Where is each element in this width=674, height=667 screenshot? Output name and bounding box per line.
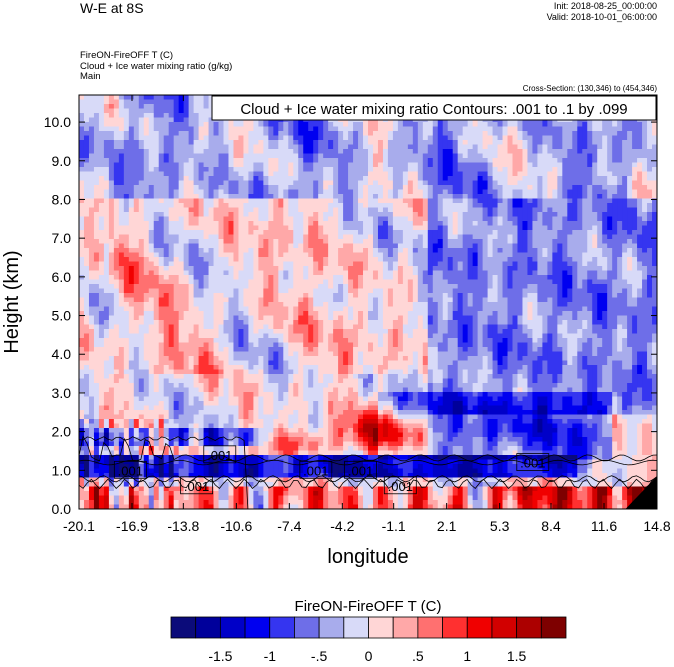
field-description: FireON-FireOFF T (C) Cloud + Ice water m… <box>80 50 233 83</box>
colorbar-swatch <box>392 616 419 639</box>
cloud-contour-line <box>79 475 657 483</box>
timestamps: Init: 2018-08-25_00:00:00 Valid: 2018-10… <box>547 1 657 23</box>
x-tick-label: 5.3 <box>490 518 510 534</box>
field-cloud: Cloud + Ice water mixing ratio (g/kg) <box>80 60 233 72</box>
x-tick-label: -20.1 <box>63 518 95 534</box>
y-tick-label: 6.0 <box>52 269 72 285</box>
colorbar-label: -1 <box>264 648 277 664</box>
contour-label: .001 <box>516 453 550 471</box>
x-tick-label: 14.8 <box>643 518 670 534</box>
y-axis-label: Height (km) <box>1 250 23 353</box>
terrain <box>625 476 657 509</box>
x-tick-label: 11.6 <box>591 518 617 534</box>
contour-label: .001 <box>383 476 417 495</box>
y-tick-label: 7.0 <box>52 230 72 246</box>
cloud-contours: .001 .001 .001 .001 .001 .001 .001 <box>79 435 657 509</box>
colorbar-swatch <box>466 616 493 639</box>
contour-label: .001 <box>180 476 213 495</box>
colorbar-swatch <box>417 616 443 639</box>
x-tick-label: -4.2 <box>330 518 354 534</box>
cross-section-label: Cross-Section: (130,346) to (454,346) <box>522 84 657 93</box>
x-tick-label: -13.8 <box>167 518 199 534</box>
contour-label: .001 <box>203 445 237 464</box>
colorbar-swatch <box>368 616 394 639</box>
colorbar: -1.5 -1 -.5 0 .5 1 1.5 <box>170 616 567 664</box>
colorbar-label: 1.5 <box>507 648 527 664</box>
contour-info-box: Cloud + Ice water mixing ratio Contours:… <box>211 95 657 121</box>
chart-title: W-E at 8S <box>80 0 144 16</box>
colorbar-title: FireON-FireOFF T (C) <box>295 598 442 615</box>
axes: -20.1 -16.9 -13.8 -10.6 -7.4 -4.2 -1.1 2.1 5.3 8.… <box>44 95 671 534</box>
colorbar-swatch <box>244 616 271 639</box>
colorbar-swatch <box>318 616 345 639</box>
y-tick-label: 0.0 <box>52 501 72 517</box>
x-tick-label: -7.4 <box>277 518 301 534</box>
colorbar-swatch <box>294 616 320 639</box>
y-tick-label: 9.0 <box>52 153 72 169</box>
field-temp: FireON-FireOFF T (C) <box>80 50 174 61</box>
y-tick-label: 8.0 <box>52 191 72 207</box>
init-time: Init: 2018-08-25_00:00:00 <box>553 1 657 11</box>
colorbar-label: -.5 <box>311 648 328 664</box>
field-main: Main <box>80 71 101 82</box>
colorbar-swatch <box>195 616 221 639</box>
contour-info-text: Cloud + Ice water mixing ratio Contours:… <box>240 101 627 118</box>
x-tick-label: 8.4 <box>541 518 561 534</box>
x-tick-label: -16.9 <box>116 518 148 534</box>
y-tick-label: 10.0 <box>44 114 71 130</box>
colorbar-swatch <box>269 616 295 639</box>
colorbar-label: .5 <box>412 648 424 664</box>
colorbar-swatch <box>516 616 542 639</box>
colorbar-swatch <box>219 616 246 639</box>
y-tick-label: 5.0 <box>52 308 72 324</box>
cloud-contour-line <box>79 478 657 490</box>
y-tick-label: 2.0 <box>52 424 72 440</box>
temperature-field <box>79 95 657 509</box>
colorbar-swatch <box>491 616 518 639</box>
colorbar-label: 1 <box>463 648 471 664</box>
cloud-contour-line <box>79 436 249 509</box>
colorbar-swatch <box>442 616 468 639</box>
colorbar-label: 0 <box>365 648 373 664</box>
colorbar-swatch <box>540 616 567 639</box>
y-tick-label: 1.0 <box>52 462 72 478</box>
x-tick-label: 2.1 <box>437 518 457 534</box>
colorbar-label: -1.5 <box>208 648 232 664</box>
contour-label: .001 <box>299 460 333 479</box>
contour-label: .001 <box>113 460 147 479</box>
plot-frame <box>78 94 658 510</box>
colorbar-swatch <box>343 616 369 639</box>
x-tick-label: -10.6 <box>220 518 252 534</box>
valid-time: Valid: 2018-10-01_06:00:00 <box>546 12 657 22</box>
cloud-contour-line <box>79 459 657 466</box>
cloud-contour-line <box>79 435 657 462</box>
y-tick-label: 4.0 <box>52 346 72 362</box>
colorbar-swatch <box>170 616 197 639</box>
x-axis-label: longitude <box>327 546 408 568</box>
y-tick-label: 3.0 <box>52 385 72 401</box>
contour-label: .001 <box>344 460 377 479</box>
x-tick-label: -1.1 <box>382 518 406 534</box>
